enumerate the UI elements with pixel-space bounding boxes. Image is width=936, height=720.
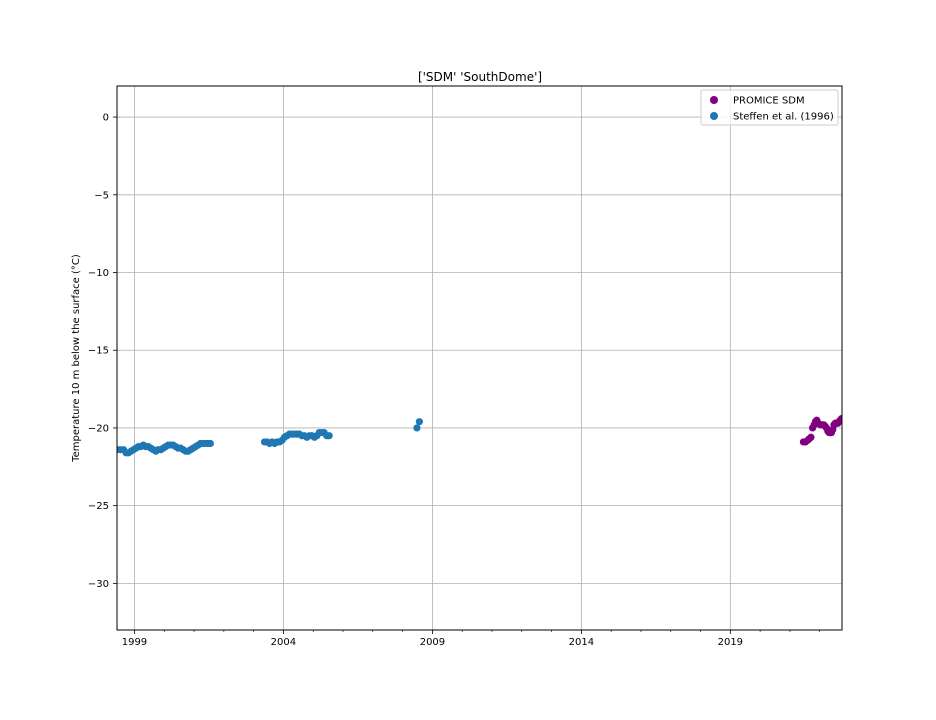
steffen-point <box>415 418 423 426</box>
legend-label-promice: PROMICE SDM <box>733 96 805 107</box>
y-tick-label: −10 <box>88 268 109 279</box>
steffen-point <box>325 432 333 440</box>
promice-point <box>837 415 842 423</box>
plot-area-frame <box>116 85 843 631</box>
legend-label-steffen: Steffen et al. (1996) <box>733 112 834 123</box>
data-points <box>117 415 842 457</box>
y-tick-label: −15 <box>88 346 109 357</box>
chart-title: ['SDM' 'SouthDome'] <box>418 70 542 84</box>
y-axis-label: Temperature 10 m below the surface (°C) <box>71 254 82 463</box>
y-tick-label: −30 <box>88 579 109 590</box>
y-tick-label: −25 <box>88 501 109 512</box>
legend-marker-promice <box>710 96 718 104</box>
promice-point <box>807 433 815 441</box>
x-tick-label: 2019 <box>718 637 743 648</box>
steffen-point <box>413 424 421 432</box>
x-tick-label: 2004 <box>271 637 296 648</box>
axis-ticks: 0 −5 −10 −15 −20 −25 −30 1999 2004 2009 2014 2019 <box>88 113 821 648</box>
steffen-point <box>206 439 214 448</box>
x-tick-label: 2014 <box>569 637 594 648</box>
legend: PROMICE SDM Steffen et al. (1996) <box>700 89 839 126</box>
grid <box>117 86 842 630</box>
y-tick-label: −5 <box>94 190 109 201</box>
legend-box <box>700 89 839 126</box>
x-tick-label: 1999 <box>122 637 147 648</box>
legend-marker-steffen <box>710 112 718 120</box>
y-tick-label: 0 <box>103 113 109 124</box>
x-tick-label: 2009 <box>420 637 445 648</box>
y-tick-label: −20 <box>88 423 109 434</box>
